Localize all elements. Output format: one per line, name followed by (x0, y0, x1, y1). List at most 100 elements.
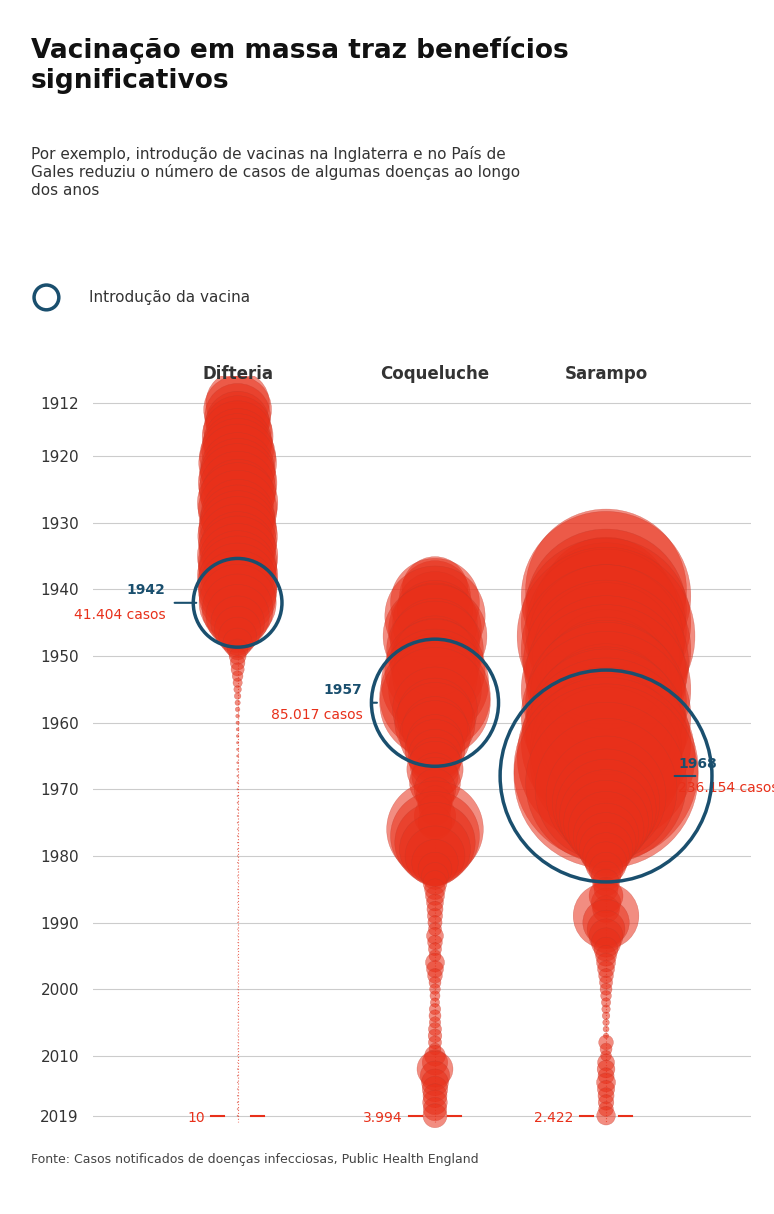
Ellipse shape (594, 937, 618, 961)
Ellipse shape (530, 687, 682, 839)
Ellipse shape (392, 634, 478, 719)
Ellipse shape (231, 656, 245, 670)
Ellipse shape (402, 557, 467, 623)
Ellipse shape (429, 976, 441, 988)
Ellipse shape (206, 371, 269, 435)
Text: Vacinação em massa traz benefícios
significativos: Vacinação em massa traz benefícios signi… (31, 36, 569, 93)
Text: Coqueluche: Coqueluche (381, 365, 489, 382)
Ellipse shape (598, 1067, 614, 1084)
Ellipse shape (228, 639, 248, 660)
Ellipse shape (594, 878, 618, 901)
Ellipse shape (429, 1022, 441, 1036)
Ellipse shape (223, 628, 252, 658)
Ellipse shape (514, 683, 698, 868)
Ellipse shape (546, 736, 666, 856)
Ellipse shape (425, 1045, 445, 1066)
Ellipse shape (533, 543, 680, 690)
Ellipse shape (602, 1012, 610, 1020)
Ellipse shape (395, 615, 475, 697)
Ellipse shape (589, 919, 623, 953)
Ellipse shape (237, 802, 238, 804)
Ellipse shape (598, 1054, 615, 1071)
Ellipse shape (574, 883, 639, 948)
Ellipse shape (418, 852, 452, 886)
Ellipse shape (597, 1073, 615, 1091)
Ellipse shape (382, 629, 488, 737)
Ellipse shape (199, 557, 276, 635)
Ellipse shape (205, 384, 270, 449)
Ellipse shape (391, 618, 479, 708)
Ellipse shape (521, 538, 691, 708)
Ellipse shape (412, 753, 458, 799)
Ellipse shape (429, 1043, 441, 1055)
Ellipse shape (198, 543, 277, 623)
Ellipse shape (200, 511, 276, 588)
Ellipse shape (593, 869, 619, 896)
Ellipse shape (198, 443, 277, 522)
Ellipse shape (526, 596, 687, 756)
Ellipse shape (407, 715, 463, 771)
Ellipse shape (229, 647, 246, 664)
Ellipse shape (589, 879, 623, 913)
Ellipse shape (409, 737, 461, 788)
Ellipse shape (600, 1043, 612, 1055)
Ellipse shape (598, 1095, 614, 1110)
Ellipse shape (598, 1060, 615, 1078)
Ellipse shape (563, 781, 649, 866)
Ellipse shape (528, 565, 684, 721)
Ellipse shape (237, 782, 238, 783)
Ellipse shape (200, 419, 276, 494)
Ellipse shape (380, 647, 490, 758)
Ellipse shape (391, 558, 479, 647)
Text: 3.994: 3.994 (362, 1111, 402, 1124)
Ellipse shape (526, 549, 687, 710)
Ellipse shape (540, 643, 672, 775)
Ellipse shape (235, 707, 240, 711)
Ellipse shape (526, 529, 687, 690)
Ellipse shape (583, 833, 629, 879)
Ellipse shape (420, 1061, 450, 1090)
Ellipse shape (198, 550, 277, 629)
Ellipse shape (427, 908, 443, 924)
Ellipse shape (395, 682, 475, 762)
Ellipse shape (540, 617, 672, 748)
Ellipse shape (420, 794, 450, 826)
Ellipse shape (530, 620, 682, 772)
Ellipse shape (236, 714, 239, 717)
Ellipse shape (399, 561, 471, 631)
Text: Por exemplo, introdução de vacinas na Inglaterra e no País de
Gales reduziu o nú: Por exemplo, introdução de vacinas na In… (31, 146, 520, 198)
Ellipse shape (383, 584, 487, 688)
Ellipse shape (387, 601, 483, 698)
Ellipse shape (560, 770, 652, 862)
Ellipse shape (204, 409, 272, 477)
Ellipse shape (523, 580, 689, 745)
Ellipse shape (423, 1077, 447, 1102)
Text: Fonte: Casos notificados de doenças infecciosas, Public Health England: Fonte: Casos notificados de doenças infe… (31, 1153, 478, 1165)
Ellipse shape (426, 886, 444, 906)
Ellipse shape (237, 768, 238, 770)
Ellipse shape (392, 580, 478, 665)
Ellipse shape (200, 438, 276, 515)
Ellipse shape (587, 910, 625, 948)
Ellipse shape (579, 822, 633, 877)
Ellipse shape (422, 862, 448, 890)
Ellipse shape (430, 998, 440, 1008)
Ellipse shape (399, 700, 471, 771)
Ellipse shape (521, 565, 691, 734)
Text: 1968: 1968 (678, 756, 717, 771)
Ellipse shape (407, 742, 463, 798)
Ellipse shape (568, 792, 644, 867)
Ellipse shape (387, 781, 483, 878)
Ellipse shape (598, 1080, 615, 1097)
Ellipse shape (429, 1036, 441, 1049)
Ellipse shape (199, 452, 276, 528)
Ellipse shape (237, 789, 238, 790)
Ellipse shape (429, 1010, 441, 1022)
Ellipse shape (202, 401, 273, 472)
Ellipse shape (414, 795, 456, 836)
Ellipse shape (514, 677, 698, 862)
Ellipse shape (526, 623, 687, 783)
Ellipse shape (521, 605, 691, 775)
Ellipse shape (199, 565, 276, 641)
Ellipse shape (601, 1050, 611, 1061)
